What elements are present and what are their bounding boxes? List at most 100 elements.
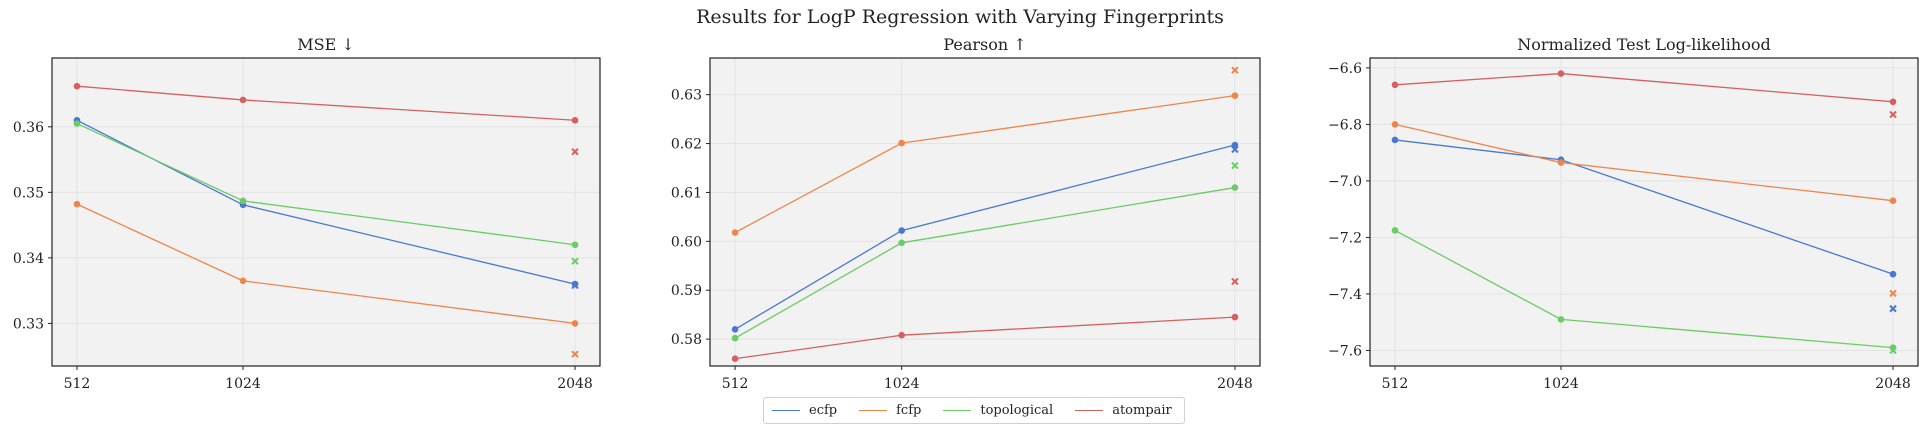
data-point-topological-1-2 <box>1231 184 1239 191</box>
plot-area-1 <box>710 58 1260 366</box>
legend-label-topological: topological <box>980 403 1054 418</box>
x-marker-ecfp-2-b <box>1889 304 1897 313</box>
ytick-label-1-4: 0.62 <box>671 137 702 153</box>
legend-item-atompair: atompair <box>1075 403 1172 418</box>
ytick-label-1-0: 0.58 <box>671 332 702 348</box>
x-marker-topological-0 <box>571 257 579 265</box>
ytick-label-2-1: −7.4 <box>1328 287 1362 303</box>
x-marker-atompair-2-b <box>1889 110 1897 119</box>
x-marker-fcfp-0 <box>571 350 579 358</box>
panel-title-2: Normalized Test Log-likelihood <box>1517 35 1770 54</box>
data-point-atompair-0-2 <box>571 116 579 124</box>
data-point-fcfp-1-2 <box>1231 92 1239 99</box>
data-point-atompair-2-0 <box>1391 81 1399 89</box>
ytick-label-2-0: −7.6 <box>1328 343 1362 359</box>
data-point-topological-2-1 <box>1557 316 1565 323</box>
data-point-fcfp-2-0 <box>1391 121 1399 128</box>
data-point-atompair-1-2 <box>1231 313 1239 321</box>
ytick-label-0-0: 0.33 <box>13 316 44 332</box>
ytick-label-1-5: 0.63 <box>671 88 702 104</box>
ytick-label-0-2: 0.35 <box>13 185 44 201</box>
data-point-fcfp-0-0 <box>73 200 81 208</box>
xtick-label-0-0: 512 <box>64 376 91 392</box>
data-point-atompair-2-1 <box>1557 70 1565 77</box>
data-point-fcfp-2-1 <box>1557 159 1565 166</box>
xtick-label-2-1: 1024 <box>1543 376 1579 392</box>
x-marker-ecfp-2 <box>1889 304 1897 313</box>
legend: ecfp fcfp topological atompair <box>763 397 1185 424</box>
x-marker-fcfp-2 <box>1889 289 1897 298</box>
figure-title: Results for LogP Regression with Varying… <box>696 6 1224 28</box>
xtick-label-2-0: 512 <box>1382 376 1409 392</box>
data-point-topological-0-2 <box>571 241 579 249</box>
data-point-topological-1-0 <box>731 334 739 342</box>
legend-swatch-topological <box>943 410 972 411</box>
data-point-topological-0-0 <box>73 120 81 127</box>
data-point-ecfp-2-2 <box>1889 270 1897 278</box>
x-marker-topological-2-b <box>1889 346 1897 355</box>
data-point-atompair-0-1 <box>239 96 247 104</box>
ytick-label-0-3: 0.36 <box>13 120 44 136</box>
x-marker-ecfp-1 <box>1231 145 1239 154</box>
ytick-label-2-2: −7.2 <box>1328 230 1362 246</box>
ytick-label-1-3: 0.61 <box>671 185 702 201</box>
legend-swatch-ecfp <box>772 410 800 411</box>
data-point-topological-1-1 <box>898 239 905 247</box>
legend-item-topological: topological <box>943 403 1053 418</box>
xtick-label-1-1: 1024 <box>884 376 920 392</box>
x-marker-fcfp-0-b <box>571 350 579 358</box>
x-marker-ecfp-0 <box>571 281 579 290</box>
x-marker-atompair-1 <box>1231 277 1239 286</box>
data-point-fcfp-0-2 <box>571 320 579 327</box>
x-marker-atompair-1-b <box>1231 277 1239 286</box>
data-point-atompair-1-1 <box>898 331 905 339</box>
data-point-atompair-2-2 <box>1889 98 1897 106</box>
data-point-ecfp-2-0 <box>1391 136 1399 144</box>
x-marker-topological-2 <box>1889 346 1897 355</box>
x-marker-topological-0-b <box>571 257 579 265</box>
data-point-fcfp-2-2 <box>1889 197 1897 204</box>
x-marker-atompair-0-b <box>571 148 579 156</box>
data-point-topological-0-1 <box>239 197 247 205</box>
data-point-fcfp-0-1 <box>239 277 247 285</box>
legend-label-ecfp: ecfp <box>809 403 838 418</box>
ytick-label-2-5: −6.6 <box>1328 61 1362 77</box>
legend-item-ecfp: ecfp <box>772 403 837 418</box>
plot-frame-0 <box>51 57 601 367</box>
xtick-label-1-2: 2048 <box>1217 376 1253 392</box>
legend-item-fcfp: fcfp <box>859 403 921 418</box>
data-point-fcfp-1-1 <box>898 139 905 147</box>
plot-frame-1 <box>709 57 1261 367</box>
panel-title-1: Pearson ↑ <box>943 35 1026 54</box>
plot-frame-2 <box>1369 57 1919 367</box>
legend-label-atompair: atompair <box>1112 403 1172 418</box>
xtick-label-2-2: 2048 <box>1875 376 1911 392</box>
x-marker-ecfp-1-b <box>1231 145 1239 154</box>
data-point-topological-2-0 <box>1391 227 1399 234</box>
x-marker-ecfp-0-b <box>571 281 579 290</box>
x-marker-atompair-0 <box>571 148 579 156</box>
legend-swatch-atompair <box>1075 410 1104 411</box>
legend-label-fcfp: fcfp <box>896 403 922 418</box>
x-marker-atompair-2 <box>1889 110 1897 119</box>
x-marker-fcfp-1-b <box>1231 66 1239 74</box>
data-point-ecfp-1-1 <box>898 227 905 234</box>
data-point-ecfp-1-0 <box>731 326 739 333</box>
ytick-label-1-1: 0.59 <box>671 283 702 299</box>
x-marker-topological-1 <box>1231 161 1239 170</box>
x-marker-topological-1-b <box>1231 161 1239 170</box>
ytick-label-2-4: −6.8 <box>1328 117 1362 133</box>
legend-swatch-fcfp <box>859 410 888 411</box>
data-point-atompair-1-0 <box>731 355 739 362</box>
data-point-atompair-0-0 <box>73 82 81 90</box>
x-marker-fcfp-2-b <box>1889 289 1897 298</box>
xtick-label-1-0: 512 <box>722 376 749 392</box>
panel-title-0: MSE ↓ <box>297 35 355 54</box>
xtick-label-0-1: 1024 <box>225 376 261 392</box>
xtick-label-0-2: 2048 <box>557 376 593 392</box>
data-point-fcfp-1-0 <box>731 229 739 236</box>
ytick-label-2-3: −7.0 <box>1328 174 1362 190</box>
x-marker-fcfp-1 <box>1231 66 1239 74</box>
plot-area-2 <box>1370 58 1918 366</box>
